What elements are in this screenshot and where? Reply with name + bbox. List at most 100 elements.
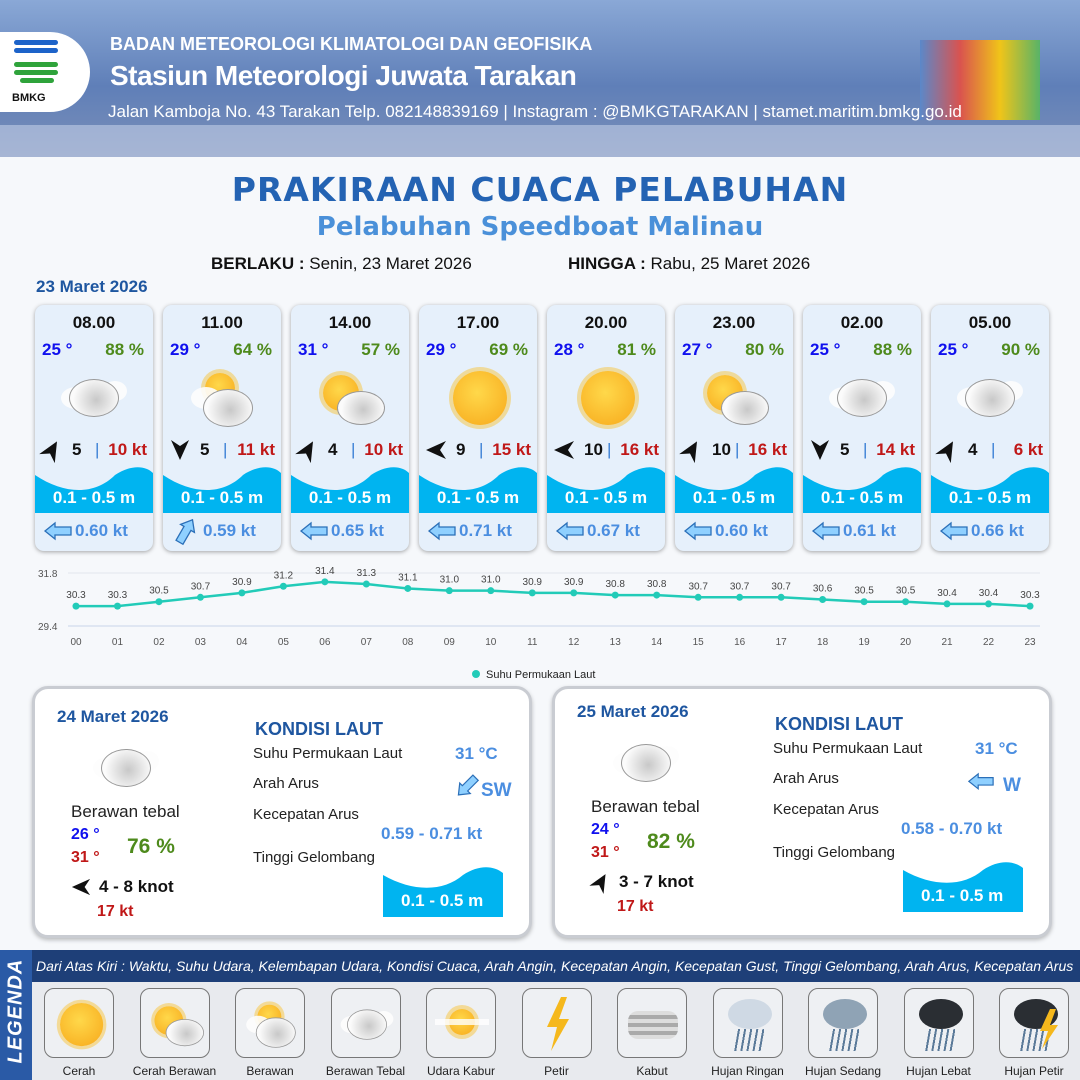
wave-icon [163, 467, 281, 513]
x-tick-label: 03 [195, 637, 207, 648]
legend-label-cerah: Cerah [62, 1064, 96, 1078]
y-tick-label: 31.8 [38, 569, 58, 580]
current-direction-arrow-icon [555, 521, 585, 541]
current-speed: 0.59 kt [203, 521, 256, 540]
data-label: 31.0 [481, 575, 501, 586]
air-temperature: 28 ° [554, 340, 585, 359]
x-tick-label: 04 [236, 637, 248, 648]
min-temperature: 24 ° [591, 821, 620, 838]
sea-condition-title: KONDISI LAUT [775, 714, 903, 734]
wave-icon [35, 467, 153, 513]
data-point [279, 582, 287, 590]
current-direction-arrow-icon [967, 772, 995, 792]
sst-value: 31 °C [975, 739, 1018, 758]
agency-name: BADAN METEOROLOGI KLIMATOLOGI DAN GEOFIS… [110, 34, 593, 54]
legend-label-berawan-tebal: Berawan Tebal [325, 1064, 406, 1078]
legend-icon-kabut [617, 988, 687, 1058]
wind-speed: 10 [584, 440, 603, 459]
gust-speed: 14 kt [876, 440, 915, 459]
forecast-time: 14.00 [328, 313, 372, 332]
x-tick-label: 15 [693, 637, 705, 648]
wind-speed: 4 [328, 440, 338, 459]
current-direction-arrow-icon [299, 521, 329, 541]
data-point [653, 591, 661, 599]
current-speed: 0.65 kt [331, 521, 384, 540]
current-direction-label: Arah Arus [773, 770, 839, 787]
legend-icon-cerah [44, 988, 114, 1058]
forecast-time: 23.00 [712, 313, 756, 332]
data-point [487, 587, 495, 595]
gust-speed: 17 kt [617, 898, 654, 915]
data-label: 31.4 [315, 566, 335, 577]
data-point [404, 584, 412, 592]
data-label: 30.7 [688, 581, 708, 592]
air-temperature: 27 ° [682, 340, 713, 359]
separator: | [607, 440, 612, 459]
wave-icon [803, 467, 921, 513]
wind-direction-arrow-icon [169, 439, 191, 461]
data-point [321, 578, 329, 586]
x-tick-label: 09 [444, 637, 456, 648]
gust-speed: 16 kt [620, 440, 659, 459]
legend-icon-hujan-ringan [712, 988, 783, 1058]
weather-icon-berawan [187, 369, 257, 433]
x-tick-label: 05 [278, 637, 290, 648]
sun-icon [453, 371, 507, 425]
data-label: 31.0 [440, 575, 460, 586]
data-label: 31.1 [398, 572, 418, 583]
data-point [570, 589, 578, 597]
wave-icon [931, 467, 1049, 513]
wave-height: 0.1 - 0.5 m [401, 891, 484, 910]
x-tick-label: 20 [900, 637, 912, 648]
current-speed: 0.66 kt [971, 521, 1024, 540]
cloud-icon [165, 1019, 204, 1047]
data-point [736, 593, 744, 601]
wave-height: 0.1 - 0.5 m [308, 488, 392, 507]
legend-label-udara-kabur: Udara Kabur [426, 1064, 496, 1078]
gust-speed: 6 kt [1013, 440, 1043, 459]
forecast-time: 05.00 [968, 313, 1012, 332]
wave-height: 0.1 - 0.5 m [180, 488, 264, 507]
current-direction-arrow-icon [683, 521, 713, 541]
forecast-time: 17.00 [456, 313, 500, 332]
weather-condition: Berawan tebal [591, 797, 700, 816]
separator: | [95, 440, 100, 459]
separator: | [223, 440, 228, 459]
cloud-icon [346, 1009, 387, 1040]
data-point [155, 598, 163, 606]
legend-icon-udara-kabur [426, 988, 496, 1058]
page-title: PRAKIRAAN CUACA PELABUHAN [231, 170, 849, 209]
legend-icon-cerah-berawan [139, 988, 210, 1058]
wave-icon [383, 867, 503, 917]
sst-label: Suhu Permukaan Laut [773, 740, 923, 757]
separator: | [351, 440, 356, 459]
forecast-time: 20.00 [584, 313, 628, 332]
separator: | [479, 440, 484, 459]
y-tick-label: 29.4 [38, 622, 58, 633]
cloud-icon [101, 749, 151, 787]
gust-speed: 10 kt [364, 440, 403, 459]
current-speed: 0.71 kt [459, 521, 512, 540]
forecast-card-02.00: 02.00 25 ° 88 % 5 | 14 kt 0.1 - 0.5 m 0.… [803, 305, 921, 551]
forecast-card-23.00: 23.00 27 ° 80 % 10 | 16 kt 0.1 - 0.5 m 0… [675, 305, 793, 551]
legend-marker [472, 670, 480, 678]
cloud-icon [721, 391, 769, 425]
separator: | [991, 440, 996, 459]
wave-icon [675, 467, 793, 513]
air-temperature: 25 ° [810, 340, 841, 359]
x-tick-label: 13 [610, 637, 622, 648]
legend-label-cerah-berawan: Cerah Berawan [132, 1064, 217, 1078]
x-tick-label: 00 [70, 637, 82, 648]
x-tick-label: 11 [527, 637, 538, 648]
cloud-icon [337, 391, 385, 425]
legend-label-hujan-petir: Hujan Petir [1004, 1064, 1064, 1078]
sst-label: Suhu Permukaan Laut [253, 745, 403, 762]
contact-info: Jalan Kamboja No. 43 Tarakan Telp. 08214… [108, 102, 962, 121]
current-direction: W [1003, 775, 1021, 796]
data-point [528, 589, 536, 597]
max-temperature: 31 ° [71, 849, 100, 866]
forecast-card-08.00: 08.00 25 ° 88 % 5 | 10 kt 0.1 - 0.5 m 0.… [35, 305, 153, 551]
gust-speed: 10 kt [108, 440, 147, 459]
data-label: 30.4 [979, 588, 999, 599]
forecast-time: 08.00 [72, 313, 116, 332]
